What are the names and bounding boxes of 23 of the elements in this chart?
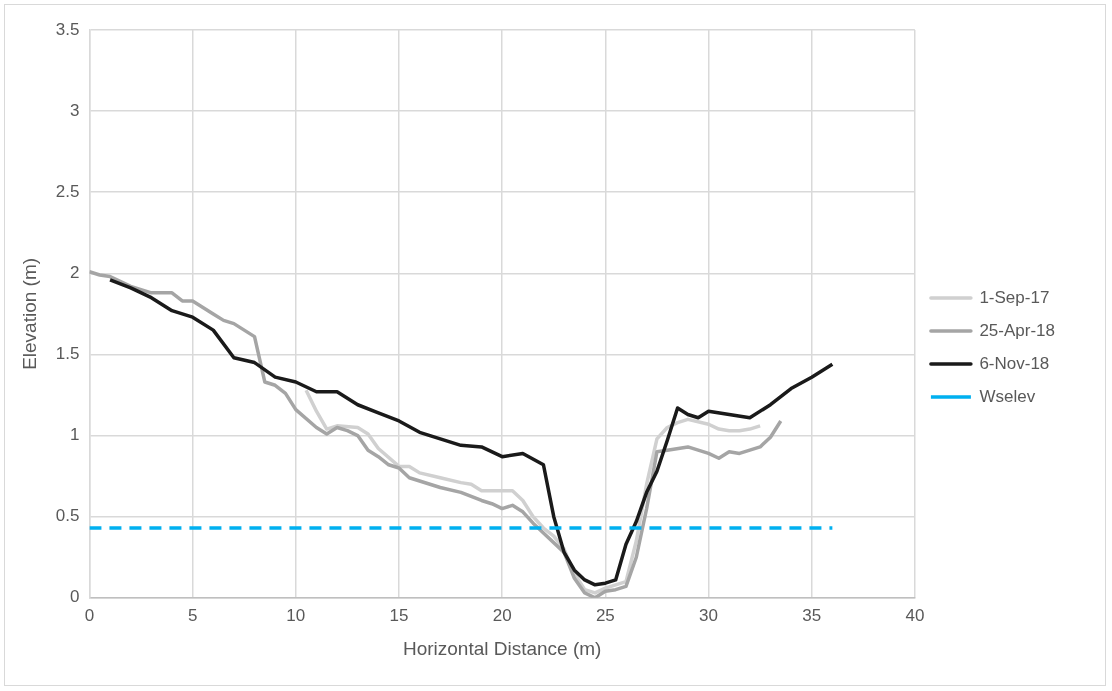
y-tick-label: 2 — [69, 263, 80, 283]
y-tick-label: 3 — [69, 100, 80, 120]
x-axis-title: Horizontal Distance (m) — [402, 637, 602, 659]
x-tick-label: 40 — [905, 605, 925, 625]
y-tick-label: 0 — [69, 587, 80, 607]
x-tick-label: 0 — [84, 605, 95, 625]
legend-label: 6-Nov-18 — [979, 353, 1050, 373]
legend-label: 1-Sep-17 — [979, 287, 1050, 307]
x-tick-label: 30 — [699, 605, 718, 625]
x-tick-label: 15 — [389, 605, 409, 625]
x-tick-label: 25 — [595, 605, 615, 625]
y-tick-label: 2.5 — [55, 181, 80, 201]
y-axis-title: Elevation (m) — [18, 257, 40, 370]
legend-label: 25-Apr-18 — [979, 320, 1056, 340]
x-tick-label: 20 — [492, 605, 512, 625]
y-tick-label: 1.5 — [55, 344, 80, 364]
legend-label: Wselev — [979, 386, 1036, 406]
y-tick-label: 0.5 — [55, 506, 80, 526]
x-tick-label: 35 — [802, 605, 822, 625]
y-tick-label: 1 — [69, 425, 80, 445]
x-tick-label: 5 — [187, 605, 198, 625]
y-tick-label: 3.5 — [55, 19, 80, 39]
x-tick-label: 10 — [286, 605, 306, 625]
